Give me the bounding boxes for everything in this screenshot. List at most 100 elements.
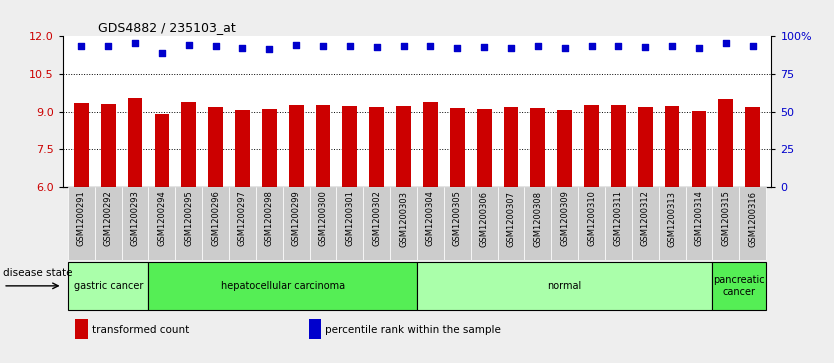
Bar <box>175 187 202 260</box>
Bar <box>315 105 330 187</box>
Point <box>75 43 88 49</box>
Point <box>289 42 303 48</box>
Point <box>719 40 732 46</box>
Text: GSM1200306: GSM1200306 <box>480 191 489 246</box>
Bar <box>95 187 122 260</box>
Point <box>155 50 168 56</box>
Text: GDS4882 / 235103_at: GDS4882 / 235103_at <box>98 21 236 34</box>
Text: GSM1200292: GSM1200292 <box>103 191 113 246</box>
Bar <box>68 262 148 310</box>
Point <box>692 45 706 51</box>
Text: GSM1200311: GSM1200311 <box>614 191 623 246</box>
Text: GSM1200293: GSM1200293 <box>131 191 139 246</box>
Bar <box>208 107 223 187</box>
Bar <box>417 262 712 310</box>
Text: GSM1200308: GSM1200308 <box>533 191 542 246</box>
Text: GSM1200310: GSM1200310 <box>587 191 596 246</box>
Bar <box>309 319 321 339</box>
Bar <box>665 106 680 187</box>
Bar <box>256 187 283 260</box>
Bar <box>746 107 760 187</box>
Point <box>585 44 598 49</box>
Point <box>316 43 329 49</box>
Text: GSM1200295: GSM1200295 <box>184 191 193 246</box>
Bar <box>712 262 766 310</box>
Bar <box>343 106 357 187</box>
Bar <box>470 187 498 260</box>
Text: GSM1200298: GSM1200298 <box>265 191 274 246</box>
Text: GSM1200300: GSM1200300 <box>319 191 328 246</box>
Bar <box>417 187 444 260</box>
Bar <box>128 98 143 187</box>
Bar <box>74 103 88 187</box>
Point <box>263 46 276 52</box>
Text: GSM1200291: GSM1200291 <box>77 191 86 246</box>
Text: GSM1200294: GSM1200294 <box>158 191 167 246</box>
Bar <box>450 108 465 187</box>
Bar <box>691 111 706 187</box>
Bar <box>289 105 304 187</box>
Bar <box>686 187 712 260</box>
Text: GSM1200316: GSM1200316 <box>748 191 757 246</box>
Bar <box>181 102 196 187</box>
Text: GSM1200302: GSM1200302 <box>372 191 381 246</box>
Bar <box>525 187 551 260</box>
Point <box>128 40 142 46</box>
Bar <box>369 107 384 187</box>
Bar <box>154 114 169 187</box>
Text: GSM1200312: GSM1200312 <box>641 191 650 246</box>
Text: GSM1200309: GSM1200309 <box>560 191 569 246</box>
Bar <box>659 187 686 260</box>
Text: normal: normal <box>548 281 582 291</box>
Bar <box>632 187 659 260</box>
Bar <box>504 107 519 187</box>
Bar <box>309 187 336 260</box>
Bar <box>718 99 733 187</box>
Text: GSM1200301: GSM1200301 <box>345 191 354 246</box>
Point <box>397 43 410 49</box>
Point <box>182 42 195 48</box>
Text: disease state: disease state <box>3 268 73 278</box>
Text: GSM1200304: GSM1200304 <box>426 191 435 246</box>
Text: gastric cancer: gastric cancer <box>73 281 143 291</box>
Bar <box>148 262 417 310</box>
Bar <box>235 110 250 187</box>
Bar <box>578 187 605 260</box>
Bar <box>68 187 95 260</box>
Point <box>477 44 490 50</box>
Bar <box>148 187 175 260</box>
Text: GSM1200315: GSM1200315 <box>721 191 731 246</box>
Bar <box>584 105 599 187</box>
Point <box>102 43 115 49</box>
Text: percentile rank within the sample: percentile rank within the sample <box>325 325 501 335</box>
Text: GSM1200305: GSM1200305 <box>453 191 462 246</box>
Point <box>424 44 437 49</box>
Text: GSM1200303: GSM1200303 <box>399 191 408 246</box>
Bar <box>364 187 390 260</box>
Text: GSM1200313: GSM1200313 <box>667 191 676 246</box>
Point <box>370 44 384 50</box>
Point <box>450 45 464 51</box>
Bar <box>122 187 148 260</box>
Text: GSM1200296: GSM1200296 <box>211 191 220 246</box>
Point <box>505 45 518 51</box>
Bar <box>477 109 491 187</box>
Bar <box>638 107 653 187</box>
Point <box>611 44 625 49</box>
Bar <box>262 109 277 187</box>
Text: GSM1200307: GSM1200307 <box>506 191 515 246</box>
Bar <box>739 187 766 260</box>
Point <box>209 44 223 49</box>
Bar <box>390 187 417 260</box>
Text: pancreatic
cancer: pancreatic cancer <box>713 275 765 297</box>
Text: transformed count: transformed count <box>92 325 189 335</box>
Text: GSM1200297: GSM1200297 <box>238 191 247 246</box>
Bar <box>283 187 309 260</box>
Bar <box>498 187 525 260</box>
Bar <box>101 103 116 187</box>
Bar <box>396 106 411 187</box>
Bar <box>444 187 470 260</box>
Bar <box>551 187 578 260</box>
Bar <box>611 105 626 187</box>
Bar <box>75 319 88 339</box>
